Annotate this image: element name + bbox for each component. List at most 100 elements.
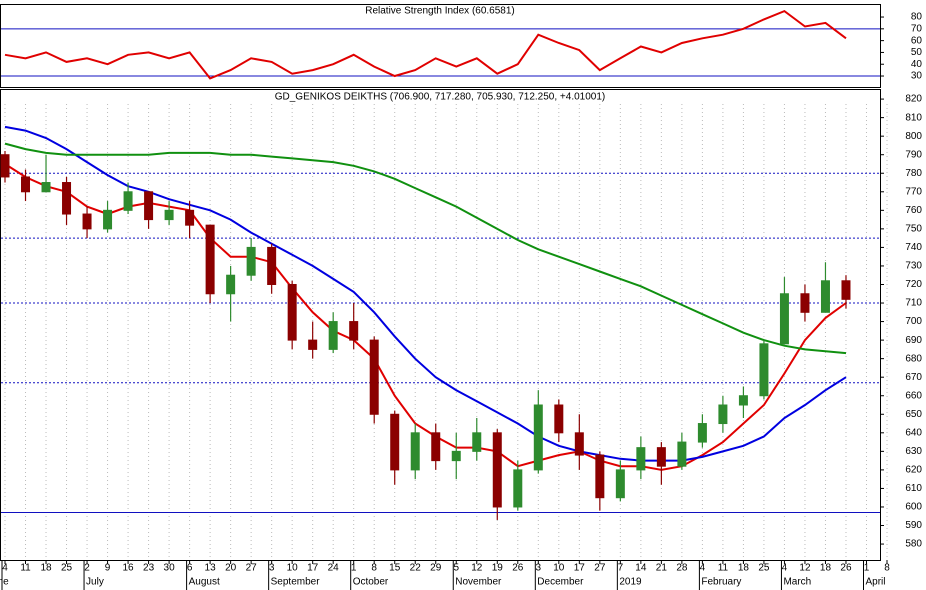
x-tick-label: 4	[2, 563, 8, 574]
month-label: February	[701, 577, 741, 588]
candle-body	[595, 454, 605, 499]
candle-body	[451, 450, 461, 462]
month-label: August	[189, 577, 220, 588]
y-tick-label: 650	[905, 409, 922, 420]
candle-body	[41, 182, 51, 193]
x-tick-label: 17	[307, 563, 319, 574]
series-line	[4, 125, 847, 462]
candle-body	[410, 432, 420, 471]
x-tick-label: 26	[512, 563, 524, 574]
x-tick-label: 9	[105, 563, 111, 574]
y-tick-label: 30	[911, 71, 923, 82]
x-tick-label: 26	[840, 563, 852, 574]
candle-body	[697, 423, 707, 443]
y-tick-label: 40	[911, 59, 923, 70]
y-tick-label: 60	[911, 35, 923, 46]
candle-body	[369, 339, 379, 415]
candle-body	[103, 209, 113, 230]
x-tick-label: 17	[574, 563, 586, 574]
y-tick-label: 610	[905, 483, 922, 494]
y-tick-label: 670	[905, 372, 922, 383]
rsi-title: Relative Strength Index (60.6581)	[365, 6, 515, 17]
y-tick-label: 760	[905, 205, 922, 216]
series-line	[4, 142, 847, 355]
y-tick-label: 700	[905, 316, 922, 327]
month-label: July	[86, 577, 104, 588]
y-tick-label: 640	[905, 427, 922, 438]
y-tick-label: 600	[905, 502, 922, 513]
month-label: October	[353, 577, 389, 588]
candle-body	[267, 246, 277, 285]
y-tick-label: 780	[905, 168, 922, 179]
x-tick-label: 15	[389, 563, 401, 574]
x-tick-label: 3	[536, 563, 542, 574]
month-label: September	[271, 577, 321, 588]
x-tick-label: 8	[884, 563, 890, 574]
candle-body	[226, 274, 236, 295]
y-tick-label: 750	[905, 224, 922, 235]
candle-body	[492, 432, 502, 508]
x-tick-label: 24	[328, 563, 340, 574]
x-tick-label: 27	[246, 563, 258, 574]
y-tick-label: 680	[905, 353, 922, 364]
x-tick-label: 4	[782, 563, 788, 574]
x-tick-label: 2	[84, 563, 90, 574]
candle-body	[656, 447, 666, 467]
candle-body	[841, 280, 851, 300]
y-tick-label: 740	[905, 242, 922, 253]
x-tick-label: 25	[61, 563, 73, 574]
candle-body	[62, 182, 72, 215]
x-tick-label: 16	[123, 563, 135, 574]
candle-body	[431, 432, 441, 462]
candle-body	[246, 246, 256, 276]
y-tick-label: 770	[905, 186, 922, 197]
candle-body	[185, 209, 195, 226]
x-tick-label: 22	[410, 563, 422, 574]
x-tick-label: 8	[371, 563, 377, 574]
candle-body	[328, 321, 338, 350]
candle-body	[82, 213, 92, 230]
x-tick-label: 1	[351, 563, 357, 574]
candle-body	[144, 191, 154, 221]
price-frame	[0, 89, 881, 561]
x-tick-label: 10	[287, 563, 299, 574]
x-tick-label: 18	[40, 563, 52, 574]
series-line	[4, 9, 847, 80]
y-tick-label: 820	[905, 94, 922, 105]
x-tick-label: 12	[799, 563, 811, 574]
candle-body	[738, 395, 748, 406]
x-tick-label: 1	[864, 563, 870, 574]
x-tick-label: 3	[269, 563, 275, 574]
x-tick-label: 20	[225, 563, 237, 574]
y-tick-label: 730	[905, 261, 922, 272]
candle-body	[287, 283, 297, 341]
x-tick-label: 30	[164, 563, 176, 574]
y-tick-label: 800	[905, 131, 922, 142]
candle-body	[0, 154, 10, 178]
candle-body	[123, 191, 133, 211]
candle-body	[472, 432, 482, 452]
x-tick-label: 7	[618, 563, 624, 574]
y-tick-label: 70	[911, 23, 923, 34]
candle-body	[533, 404, 543, 471]
candle-body	[21, 176, 31, 193]
x-tick-label: 23	[143, 563, 155, 574]
candle-body	[800, 293, 810, 313]
price-title: GD_GENIKOS DEIKTHS (706.900, 717.280, 70…	[275, 92, 606, 103]
month-label: 2019	[619, 577, 642, 588]
x-tick-label: 25	[758, 563, 770, 574]
y-tick-label: 50	[911, 47, 923, 58]
x-tick-label: 29	[430, 563, 442, 574]
month-label: March	[783, 577, 811, 588]
month-label: December	[537, 577, 584, 588]
y-tick-label: 690	[905, 335, 922, 346]
y-tick-label: 630	[905, 446, 922, 457]
rsi-frame	[0, 4, 881, 88]
candle-body	[677, 441, 687, 467]
x-tick-label: 11	[718, 563, 729, 574]
x-tick-label: 19	[492, 563, 504, 574]
candle-body	[349, 321, 359, 341]
x-tick-label: 18	[820, 563, 832, 574]
y-tick-label: 580	[905, 539, 922, 550]
candle-body	[390, 413, 400, 471]
